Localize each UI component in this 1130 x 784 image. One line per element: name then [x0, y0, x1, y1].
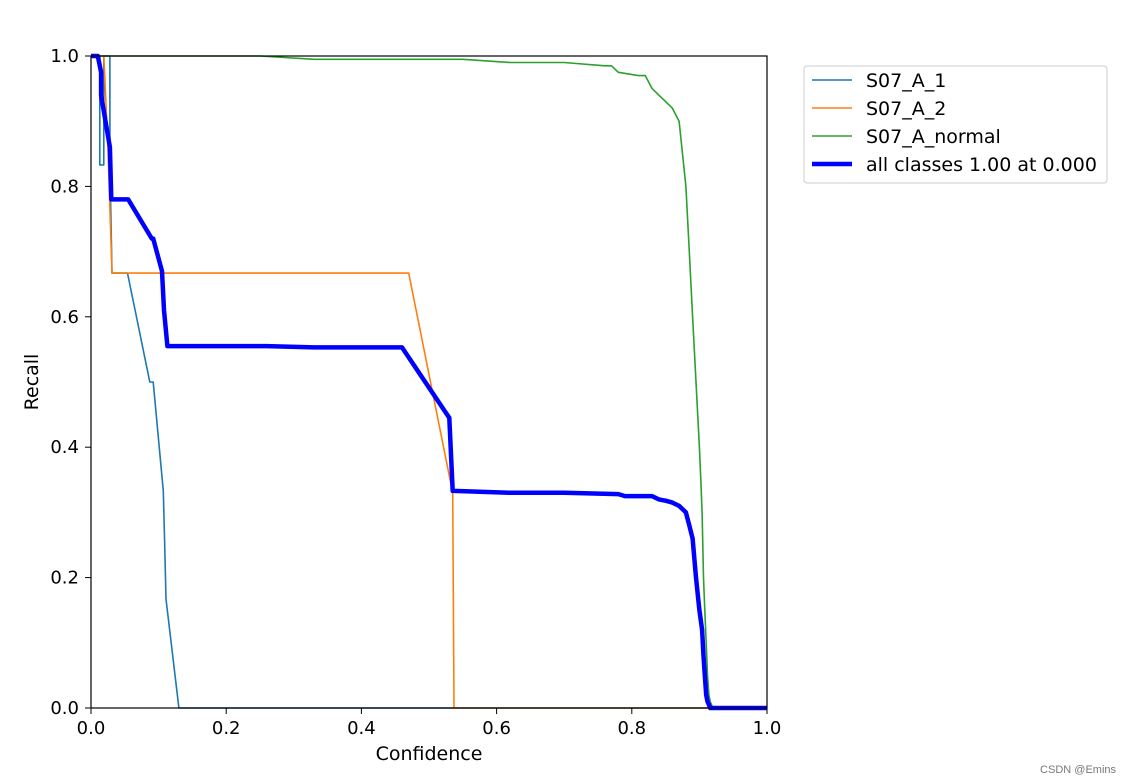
series-line-1: [91, 55, 767, 709]
x-tick-label-4: 0.8: [617, 718, 646, 739]
y-tick-label-0: 0.0: [50, 698, 79, 719]
y-tick-label-4: 0.8: [50, 176, 79, 197]
legend-label-3: all classes 1.00 at 0.000: [866, 154, 1097, 176]
series-line-0: [91, 55, 767, 709]
y-tick-label-1: 0.2: [50, 568, 79, 589]
x-axis-title: Confidence: [376, 743, 483, 765]
x-tick-label-1: 0.2: [212, 718, 241, 739]
y-axis-title: Recall: [21, 354, 43, 411]
x-tick-label-5: 1.0: [753, 718, 782, 739]
watermark-text: CSDN @Emins: [1040, 764, 1116, 776]
y-tick-label-5: 1.0: [50, 46, 79, 67]
series-line-3: [91, 53, 767, 711]
x-tick-label-0: 0.0: [77, 718, 106, 739]
y-tick-label-2: 0.4: [50, 437, 79, 458]
x-tick-label-3: 0.6: [482, 718, 511, 739]
series-line-2: [91, 55, 767, 709]
axes-layer: 0.0 0.2 0.4 0.6 0.8 1.0 0.0 0.2 0.4 0.6 0.8 1.0: [50, 46, 781, 739]
legend-label-0: S07_A_1: [866, 70, 946, 92]
x-tick-label-2: 0.4: [347, 718, 376, 739]
legend-box: [803, 65, 1108, 184]
plot-layer: [91, 53, 767, 711]
legend-label-2: S07_A_normal: [866, 126, 1001, 148]
plot-frame: [90, 55, 768, 709]
y-tick-label-3: 0.6: [50, 307, 79, 328]
legend-label-1: S07_A_2: [866, 98, 946, 120]
